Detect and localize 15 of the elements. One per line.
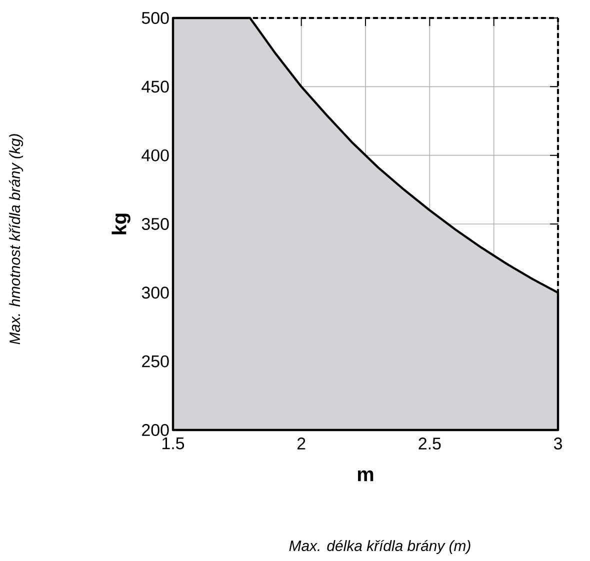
y-tick-label: 300 [142,286,169,299]
x-tick-label: 1.5 [162,438,184,450]
y-axis-title: kg [112,214,130,234]
text: Max. hmotnost křídla brány (kg) [8,134,24,344]
x-axis-title: m [358,470,374,482]
x-tick-label: 3 [554,438,562,450]
y-tick-label: 500 [142,12,169,24]
y-tick-label: 400 [142,149,169,162]
y-tick-label: 450 [142,80,169,93]
y-tick-label: 250 [142,355,169,368]
x-tick-label: 2 [297,438,306,450]
y-tick-label: 350 [142,218,169,230]
text: Max. délka křídla brány (m) [289,540,470,554]
y-tick-label: 200 [142,424,169,436]
x-tick-label: 2.5 [418,438,441,450]
